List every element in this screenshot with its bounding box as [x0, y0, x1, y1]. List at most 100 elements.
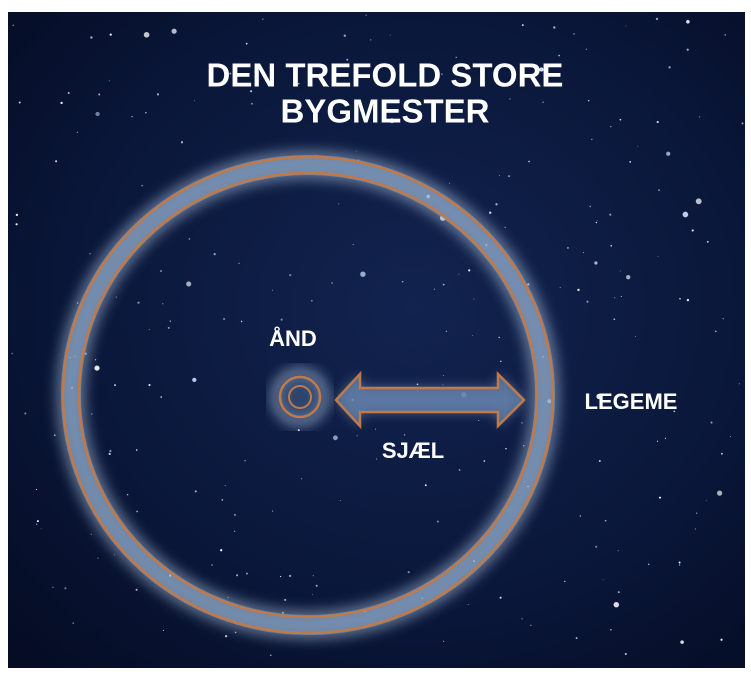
- star: [458, 274, 459, 275]
- star: [484, 460, 486, 462]
- star: [723, 318, 724, 319]
- star: [52, 587, 53, 588]
- star: [472, 335, 473, 336]
- star: [60, 102, 62, 104]
- star: [137, 302, 139, 304]
- star: [625, 653, 627, 655]
- star: [54, 434, 56, 436]
- star: [610, 126, 611, 127]
- star: [635, 336, 636, 337]
- star: [109, 80, 110, 81]
- star: [144, 32, 150, 38]
- star: [730, 436, 731, 437]
- star: [284, 599, 286, 601]
- star: [160, 270, 162, 272]
- star: [473, 299, 474, 300]
- star: [353, 244, 354, 245]
- star: [194, 100, 195, 101]
- star: [583, 252, 584, 253]
- star: [11, 353, 12, 354]
- star: [238, 263, 239, 264]
- star: [127, 494, 128, 495]
- star: [542, 102, 543, 103]
- star: [505, 227, 506, 228]
- star: [189, 238, 191, 240]
- circle: [280, 377, 320, 417]
- star: [489, 212, 491, 214]
- star: [530, 625, 531, 626]
- star: [162, 303, 163, 304]
- star: [186, 281, 191, 286]
- title-line: DEN TREFOLD STORE: [207, 57, 564, 94]
- star: [149, 329, 150, 330]
- star: [68, 92, 70, 94]
- star: [220, 549, 222, 551]
- star: [281, 319, 283, 321]
- star: [136, 511, 138, 513]
- star: [614, 297, 615, 298]
- star: [195, 490, 197, 492]
- star: [16, 223, 18, 225]
- spirit-circle: [276, 373, 324, 421]
- star: [366, 15, 367, 16]
- star: [16, 214, 18, 216]
- star: [24, 412, 26, 414]
- star: [620, 270, 621, 271]
- star: [505, 448, 507, 450]
- star: [109, 453, 111, 455]
- star: [680, 640, 684, 644]
- star: [344, 35, 346, 37]
- star: [666, 152, 670, 156]
- star: [679, 564, 680, 565]
- star: [459, 469, 461, 471]
- star: [610, 245, 612, 247]
- star: [590, 206, 591, 207]
- star: [658, 256, 659, 257]
- star: [686, 20, 690, 24]
- star: [594, 261, 597, 264]
- star: [141, 185, 143, 187]
- star: [37, 520, 39, 522]
- star: [498, 337, 500, 339]
- star: [246, 573, 248, 575]
- star: [157, 93, 159, 95]
- star: [289, 274, 291, 276]
- star: [402, 281, 404, 283]
- star: [626, 275, 630, 279]
- star: [468, 604, 469, 605]
- star: [244, 460, 245, 461]
- star: [499, 175, 500, 176]
- star: [742, 122, 744, 124]
- star: [236, 574, 238, 576]
- star: [576, 637, 578, 639]
- star: [225, 485, 226, 486]
- star: [370, 39, 371, 40]
- star: [163, 630, 164, 631]
- star: [170, 320, 171, 321]
- star: [289, 575, 291, 577]
- star: [311, 300, 313, 302]
- star: [181, 141, 183, 143]
- star: [564, 581, 566, 583]
- star: [567, 247, 569, 249]
- star: [312, 594, 313, 595]
- star: [64, 587, 66, 589]
- star: [223, 318, 225, 320]
- star: [357, 435, 358, 436]
- star: [696, 513, 697, 514]
- star: [360, 271, 365, 276]
- star: [443, 284, 445, 286]
- star: [331, 282, 332, 283]
- star: [136, 589, 138, 591]
- star: [95, 112, 99, 116]
- star: [553, 26, 555, 28]
- star: [94, 366, 99, 371]
- star: [699, 116, 700, 117]
- star: [114, 554, 115, 555]
- star: [13, 25, 14, 26]
- star: [599, 460, 601, 462]
- star: [626, 25, 627, 26]
- star: [468, 269, 470, 271]
- star: [605, 520, 607, 522]
- star: [338, 203, 339, 204]
